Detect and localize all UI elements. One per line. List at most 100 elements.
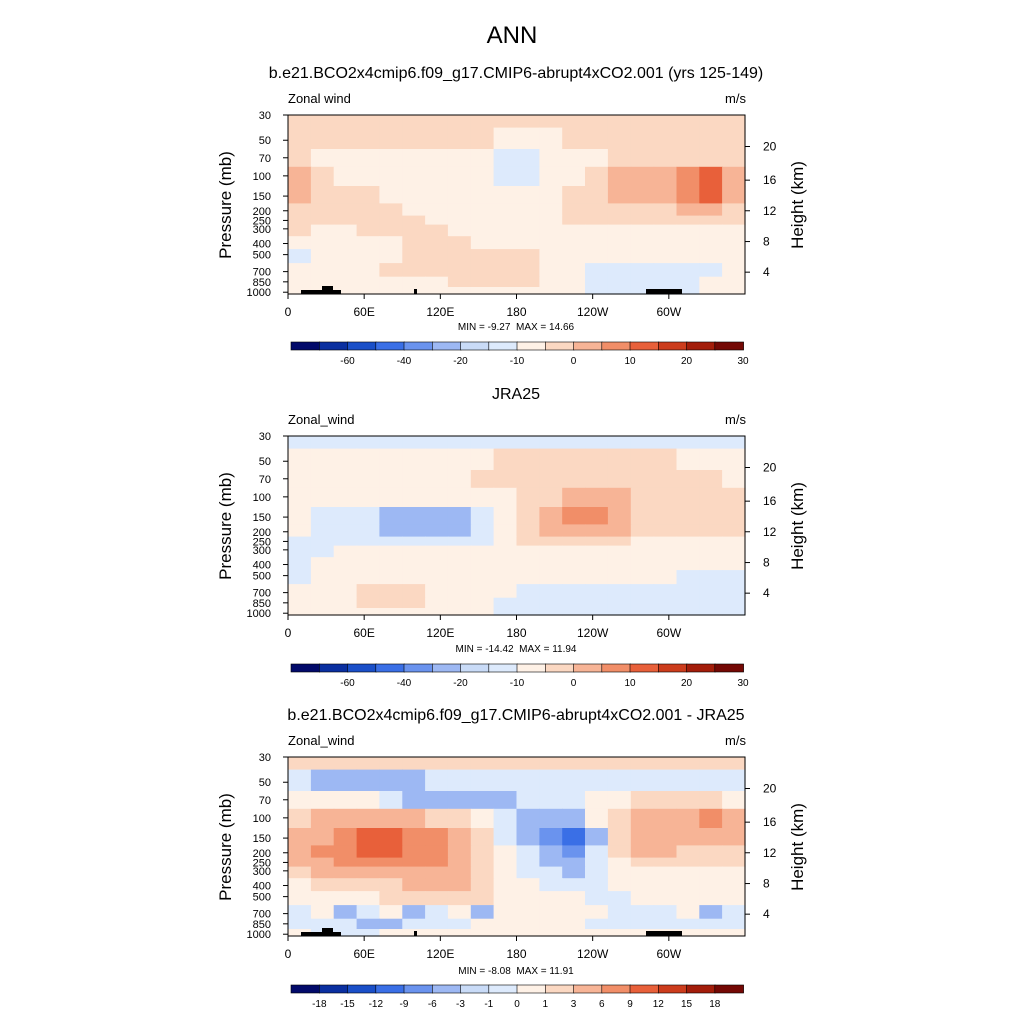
field-cell <box>516 929 540 937</box>
colorbar-label: 1 <box>543 999 549 1010</box>
field-cell <box>676 470 700 489</box>
field-cell <box>402 845 426 859</box>
units-label: m/s <box>725 412 746 427</box>
field-cell <box>653 127 678 150</box>
field-cell <box>722 891 746 906</box>
field-cell <box>379 166 403 187</box>
panel-difference: b.e21.BCO2x4cmip6.f09_g17.CMIP6-abrupt4x… <box>216 707 807 1010</box>
field-cell <box>562 905 586 920</box>
field-cell <box>653 545 678 558</box>
field-cell <box>699 249 723 264</box>
field-cell <box>402 487 426 508</box>
colorbar-swatch <box>516 663 547 673</box>
field-cell <box>379 149 403 168</box>
y-tick-label: 100 <box>253 492 271 504</box>
colorbar-label: -9 <box>400 999 409 1010</box>
field-cell <box>699 507 723 526</box>
field-cell <box>562 918 586 930</box>
field-cell <box>539 507 563 526</box>
field-cell <box>425 487 449 508</box>
field-cell <box>288 608 312 616</box>
field-cell <box>562 263 586 278</box>
field-cell <box>493 828 518 847</box>
field-cell <box>402 597 426 609</box>
field-cell <box>562 808 586 829</box>
field-cell <box>356 224 380 237</box>
field-cell <box>333 757 358 771</box>
field-cell <box>562 791 586 810</box>
field-cell <box>653 224 678 237</box>
field-cell <box>585 845 609 859</box>
field-cell <box>379 448 403 471</box>
field-cell <box>402 608 426 616</box>
field-cell <box>539 203 563 217</box>
field-cell <box>310 470 335 489</box>
field-cell <box>493 215 518 226</box>
field-cell <box>630 597 655 609</box>
field-cell <box>333 203 358 217</box>
field-cell <box>653 905 678 920</box>
colorbar-label: -60 <box>340 356 355 367</box>
field-cell <box>653 866 678 879</box>
field-cell <box>333 470 358 489</box>
field-cell <box>356 545 380 558</box>
field-cell <box>699 545 723 558</box>
field-cell <box>562 507 586 526</box>
colorbar-swatch <box>290 984 321 994</box>
field-cell <box>288 866 312 879</box>
field-cell <box>607 845 632 859</box>
field-cell <box>699 448 723 471</box>
field-cell <box>722 186 746 205</box>
field-cell <box>493 186 518 205</box>
field-cell <box>333 597 358 609</box>
field-cell <box>562 597 586 609</box>
panel-model: b.e21.BCO2x4cmip6.f09_g17.CMIP6-abrupt4x… <box>216 65 807 367</box>
field-cell <box>676 149 700 168</box>
field-cell <box>333 263 358 278</box>
field-cell <box>288 918 312 930</box>
x-tick-label: 180 <box>506 305 526 319</box>
field-cell <box>447 929 472 937</box>
field-cell <box>630 608 655 616</box>
field-cell <box>379 608 403 616</box>
field-cell <box>630 127 655 150</box>
field-cell <box>470 545 495 558</box>
field-cell <box>676 557 700 571</box>
field-cell <box>447 186 472 205</box>
panel-title: b.e21.BCO2x4cmip6.f09_g17.CMIP6-abrupt4x… <box>269 65 763 82</box>
field-cell <box>699 857 723 868</box>
field-cell <box>310 263 335 278</box>
field-cell <box>493 263 518 278</box>
field-cell <box>516 115 540 129</box>
field-cell <box>722 287 746 295</box>
field-cell <box>333 905 358 920</box>
field-cell <box>607 524 632 538</box>
y-tick-label: 700 <box>253 909 271 921</box>
y-tick-label: 50 <box>259 135 271 147</box>
field-cell <box>356 186 380 205</box>
colorbar-label: 3 <box>571 999 577 1010</box>
field-cell <box>379 186 403 205</box>
x-tick-label: 60E <box>353 626 374 640</box>
x-tick-label: 60W <box>656 947 681 961</box>
field-cell <box>356 866 380 879</box>
field-cell <box>470 905 495 920</box>
colorbar-swatch <box>460 663 490 673</box>
field-cell <box>310 149 335 168</box>
topography <box>301 286 682 294</box>
field-cell <box>653 570 678 585</box>
field-cell <box>607 448 632 471</box>
field-cell <box>425 127 449 150</box>
field-cell <box>333 536 358 547</box>
y-right-tick-label: 8 <box>763 877 770 891</box>
field-cell <box>585 545 609 558</box>
field-cell <box>722 487 746 508</box>
field-cell <box>333 166 358 187</box>
field-cell <box>493 249 518 264</box>
field-cell <box>310 891 335 906</box>
field-cell <box>493 224 518 237</box>
field-cell <box>470 769 495 792</box>
field-cell <box>447 545 472 558</box>
